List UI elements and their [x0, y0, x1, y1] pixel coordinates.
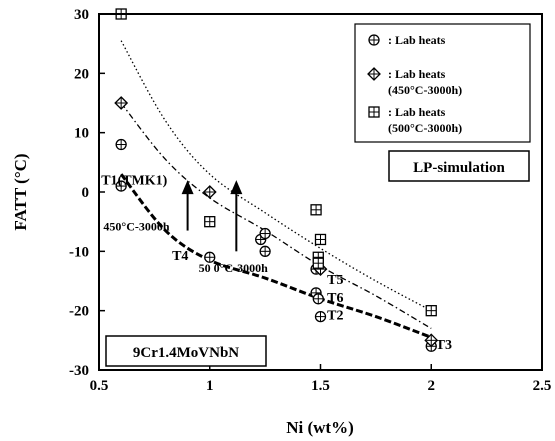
y-tick-label: -20 [69, 304, 89, 320]
y-tick-label: -30 [69, 363, 89, 379]
x-axis-title: Ni (wt%) [286, 418, 354, 437]
x-tick-label: 0.5 [90, 378, 109, 394]
legend-label: : Lab heats [388, 33, 446, 47]
y-axis-title: FATT (°C) [11, 153, 30, 230]
aging-shift-arrows [181, 180, 243, 252]
x-axis: 0.5 1 1.5 2 2.5 [90, 364, 552, 394]
data-point [425, 305, 437, 317]
data-point [259, 227, 271, 240]
data-point [424, 333, 439, 348]
legend-label: (450°C-3000h) [388, 83, 462, 97]
point-annotation: T5 [327, 273, 343, 288]
data-point [115, 138, 127, 151]
data-point [312, 293, 324, 305]
data-point [204, 251, 216, 263]
lp-simulation-label: LP-simulation [413, 160, 505, 176]
material-label: 9Cr1.4MoVNbN [133, 345, 239, 361]
legend-label: : Lab heats [388, 105, 446, 119]
arrow-head [181, 180, 194, 195]
legend-marker [367, 67, 381, 81]
x-tick-label: 1 [206, 378, 214, 394]
data-point [310, 204, 322, 216]
data-point [115, 180, 127, 192]
legend-box [354, 23, 531, 143]
data-point [314, 310, 327, 323]
y-tick-label: 20 [74, 66, 89, 82]
lp-simulation-box: LP-simulation [388, 150, 530, 182]
trend-curve [120, 40, 432, 312]
y-tick-label: 30 [74, 7, 89, 23]
legend-label: (500°C-3000h) [388, 121, 462, 135]
legend: : Lab heats : Lab heats (450°C-3000h) : Lab… [354, 23, 531, 143]
y-tick-label: -10 [69, 244, 89, 260]
arrow-head [230, 180, 243, 195]
point-annotation: T3 [436, 338, 452, 353]
data-point [314, 233, 327, 246]
legend-marker [368, 106, 380, 118]
point-annotations: T1(TMK1) 450°C-3000h T4 50 0°C-3000h T5 T6 T2 T… [101, 173, 452, 353]
x-tick-label: 2 [428, 378, 436, 394]
legend-marker [368, 34, 380, 46]
data-point [202, 185, 217, 199]
data-point [259, 245, 271, 257]
y-tick-label: 0 [82, 185, 90, 201]
x-tick-label: 2.5 [533, 378, 552, 394]
data-point [114, 96, 129, 110]
point-annotation: T1(TMK1) [101, 173, 167, 188]
y-axis: -30 -20 -10 0 10 20 30 [69, 7, 105, 379]
point-annotation: T6 [327, 291, 343, 306]
point-annotation: T2 [327, 309, 343, 324]
point-annotation: 50 0°C-3000h [199, 261, 268, 275]
material-box: 9Cr1.4MoVNbN [105, 335, 267, 367]
data-points [114, 8, 439, 352]
x-tick-label: 1.5 [311, 378, 330, 394]
data-point [312, 257, 324, 269]
data-point [204, 216, 216, 228]
point-annotation: 450°C-3000h [103, 220, 169, 234]
legend-label: : Lab heats [388, 67, 446, 81]
y-tick-label: 10 [74, 126, 89, 142]
point-annotation: T4 [172, 249, 188, 264]
trend-curve [119, 173, 432, 339]
